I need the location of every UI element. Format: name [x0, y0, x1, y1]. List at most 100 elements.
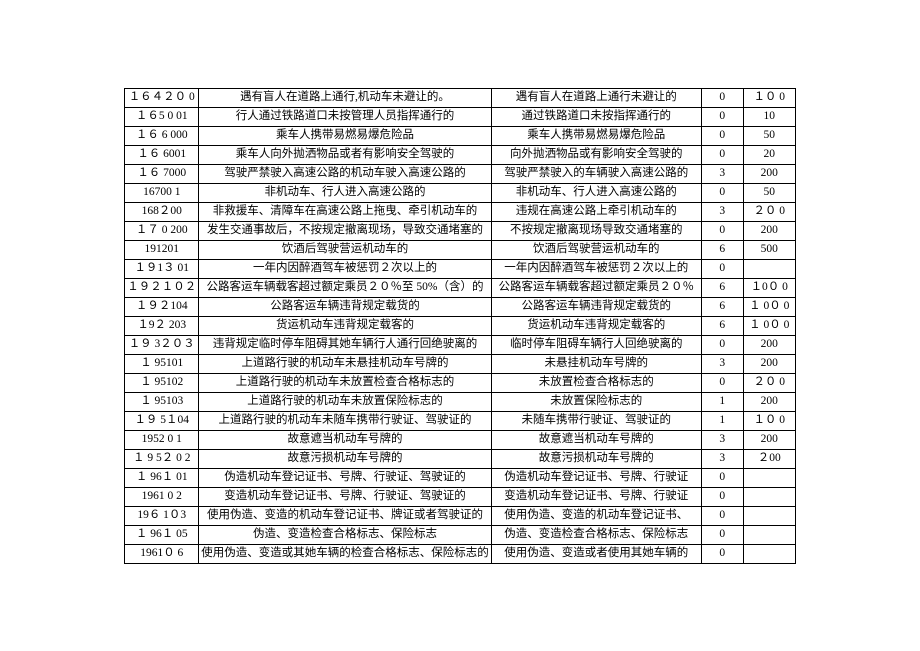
table-row: １ 96１ 05伪造、变造检查合格标志、保险标志伪造、变造检查合格标志、保险标志…	[125, 525, 796, 544]
table-cell-description_long: 使用伪造、变造的机动车登记证书、牌证或者驾驶证的	[199, 506, 492, 525]
table-cell-points: 0	[701, 487, 743, 506]
table-cell-points: 0	[701, 335, 743, 354]
table-cell-points: 1	[701, 392, 743, 411]
table-cell-description_short: 遇有盲人在道路上通行未避让的	[491, 88, 701, 107]
table-row: １９２１０２公路客运车辆载客超过额定乘员２０％至 50%（含）的公路客运车辆载客…	[125, 278, 796, 297]
table-cell-code: １9２ 203	[125, 316, 199, 335]
table-cell-points: 3	[701, 354, 743, 373]
table-row: 1952 0 1故意遮当机动车号牌的故意遮当机动车号牌的3200	[125, 430, 796, 449]
table-row: １ 95102上道路行驶的机动车未放置检查合格标志的未放置检查合格标志的0２０ …	[125, 373, 796, 392]
table-cell-code: １ 95103	[125, 392, 199, 411]
table-cell-points: 0	[701, 126, 743, 145]
table-row: １ 9 5２ 0 2故意污损机动车号牌的故意污损机动车号牌的3２00	[125, 449, 796, 468]
table-cell-code: 19６ 1０3	[125, 506, 199, 525]
table-cell-fine	[743, 259, 795, 278]
table-cell-description_short: 未悬挂机动车号牌的	[491, 354, 701, 373]
table-cell-fine: 50	[743, 126, 795, 145]
table-cell-code: 1961 0 2	[125, 487, 199, 506]
table-cell-description_short: 不按规定撤离现场导致交通堵塞的	[491, 221, 701, 240]
table-cell-points: 1	[701, 411, 743, 430]
table-cell-code: 1961０ 6	[125, 544, 199, 563]
table-cell-fine: 200	[743, 354, 795, 373]
table-cell-description_long: 非机动车、行人进入高速公路的	[199, 183, 492, 202]
table-cell-fine: 10	[743, 107, 795, 126]
table-row: １ 95103上道路行驶的机动车未放置保险标志的未放置保险标志的1200	[125, 392, 796, 411]
table-cell-description_long: 乘车人向外抛洒物品或者有影响安全驾驶的	[199, 145, 492, 164]
table-row: １６ 6 000乘车人携带易燃易爆危险品乘车人携带易燃易爆危险品050	[125, 126, 796, 145]
table-row: 168２00非救援车、清障车在高速公路上拖曳、牵引机动车的违规在高速公路上牵引机…	[125, 202, 796, 221]
table-cell-code: １６ 6 000	[125, 126, 199, 145]
table-cell-description_short: 未放置检查合格标志的	[491, 373, 701, 392]
violations-tbody: １６４２０ 0遇有盲人在道路上通行,机动车未避让的。遇有盲人在道路上通行未避让的…	[125, 88, 796, 563]
table-cell-description_short: 货运机动车违背规定载客的	[491, 316, 701, 335]
table-cell-fine: 200	[743, 164, 795, 183]
table-cell-code: １ 96１ 05	[125, 525, 199, 544]
table-cell-description_short: 通过铁路道口未按指挥通行的	[491, 107, 701, 126]
table-cell-description_short: 违规在高速公路上牵引机动车的	[491, 202, 701, 221]
table-row: １９ 5１04上道路行驶的机动车未随车携带行驶证、驾驶证的未随车携带行驶证、驾驶…	[125, 411, 796, 430]
table-cell-code: １ 95102	[125, 373, 199, 392]
table-row: １６４２０ 0遇有盲人在道路上通行,机动车未避让的。遇有盲人在道路上通行未避让的…	[125, 88, 796, 107]
table-cell-description_long: 伪造机动车登记证书、号牌、行驶证、驾驶证的	[199, 468, 492, 487]
table-row: 191201饮酒后驾驶营运机动车的饮酒后驾驶营运机动车的6500	[125, 240, 796, 259]
table-cell-points: 0	[701, 107, 743, 126]
violations-table: １６４２０ 0遇有盲人在道路上通行,机动车未避让的。遇有盲人在道路上通行未避让的…	[124, 88, 796, 564]
table-row: １９２104公路客运车辆违背规定载货的公路客运车辆违背规定载货的6１ 0０ 0	[125, 297, 796, 316]
table-cell-fine	[743, 506, 795, 525]
table-cell-description_short: 公路客运车辆违背规定载货的	[491, 297, 701, 316]
table-cell-description_long: 故意污损机动车号牌的	[199, 449, 492, 468]
table-cell-points: 3	[701, 164, 743, 183]
table-cell-description_long: 一年内因醉酒驾车被惩罚２次以上的	[199, 259, 492, 278]
table-cell-description_long: 乘车人携带易燃易爆危险品	[199, 126, 492, 145]
table-cell-description_long: 饮酒后驾驶营运机动车的	[199, 240, 492, 259]
table-cell-fine: ２０ 0	[743, 202, 795, 221]
table-cell-code: １６5 0 01	[125, 107, 199, 126]
violations-table-container: １６４２０ 0遇有盲人在道路上通行,机动车未避让的。遇有盲人在道路上通行未避让的…	[124, 88, 796, 564]
table-cell-description_short: 驾驶严禁驶入的车辆驶入高速公路的	[491, 164, 701, 183]
table-cell-code: １６４２０ 0	[125, 88, 199, 107]
table-cell-description_short: 变造机动车登记证书、号牌、行驶证	[491, 487, 701, 506]
table-row: １9２ 203货运机动车违背规定载客的货运机动车违背规定载客的6１ 0０ 0	[125, 316, 796, 335]
table-row: 1961 0 2变造机动车登记证书、号牌、行驶证、驾驶证的变造机动车登记证书、号…	[125, 487, 796, 506]
table-row: 19６ 1０3使用伪造、变造的机动车登记证书、牌证或者驾驶证的使用伪造、变造的机…	[125, 506, 796, 525]
table-cell-description_long: 非救援车、清障车在高速公路上拖曳、牵引机动车的	[199, 202, 492, 221]
table-cell-points: 0	[701, 259, 743, 278]
table-cell-fine: １０ 0	[743, 88, 795, 107]
table-cell-description_short: 故意污损机动车号牌的	[491, 449, 701, 468]
table-cell-fine: 20	[743, 145, 795, 164]
table-cell-description_short: 使用伪造、变造或者使用其她车辆的	[491, 544, 701, 563]
table-cell-code: １７ 0 200	[125, 221, 199, 240]
table-cell-code: １ 96１ 01	[125, 468, 199, 487]
table-cell-code: 1952 0 1	[125, 430, 199, 449]
table-cell-code: １９ 3２０３	[125, 335, 199, 354]
table-cell-points: 0	[701, 88, 743, 107]
table-cell-fine: １0０ 0	[743, 278, 795, 297]
table-row: 16700 1非机动车、行人进入高速公路的非机动车、行人进入高速公路的050	[125, 183, 796, 202]
table-cell-description_short: 公路客运车辆载客超过额定乘员２０％	[491, 278, 701, 297]
table-cell-fine: ２０ 0	[743, 373, 795, 392]
table-cell-description_long: 行人通过铁路道口未按管理人员指挥通行的	[199, 107, 492, 126]
table-cell-description_long: 发生交通事故后，不按规定撤离现场，导致交通堵塞的	[199, 221, 492, 240]
table-row: １９ 3２０３违背规定临时停车阻碍其她车辆行人通行回绝驶离的临时停车阻碍车辆行人…	[125, 335, 796, 354]
table-cell-points: 6	[701, 316, 743, 335]
table-cell-code: １ 9 5２ 0 2	[125, 449, 199, 468]
table-cell-points: 0	[701, 468, 743, 487]
table-cell-fine: 200	[743, 430, 795, 449]
table-cell-description_long: 遇有盲人在道路上通行,机动车未避让的。	[199, 88, 492, 107]
table-cell-description_long: 伪造、变造检查合格标志、保险标志	[199, 525, 492, 544]
table-cell-fine	[743, 525, 795, 544]
table-cell-points: 3	[701, 449, 743, 468]
table-cell-points: 6	[701, 297, 743, 316]
table-row: １ 95101上道路行驶的机动车未悬挂机动车号牌的未悬挂机动车号牌的3200	[125, 354, 796, 373]
table-cell-code: 16700 1	[125, 183, 199, 202]
table-cell-description_long: 变造机动车登记证书、号牌、行驶证、驾驶证的	[199, 487, 492, 506]
table-cell-code: 191201	[125, 240, 199, 259]
table-cell-description_long: 上道路行驶的机动车未放置检查合格标志的	[199, 373, 492, 392]
table-cell-points: 0	[701, 183, 743, 202]
table-cell-points: 0	[701, 506, 743, 525]
table-cell-code: １９ 5１04	[125, 411, 199, 430]
table-cell-description_short: 未随车携带行驶证、驾驶证的	[491, 411, 701, 430]
table-row: １ 96１ 01伪造机动车登记证书、号牌、行驶证、驾驶证的伪造机动车登记证书、号…	[125, 468, 796, 487]
table-cell-code: １９２１０２	[125, 278, 199, 297]
table-row: １６ 7000驾驶严禁驶入高速公路的机动车驶入高速公路的驾驶严禁驶入的车辆驶入高…	[125, 164, 796, 183]
